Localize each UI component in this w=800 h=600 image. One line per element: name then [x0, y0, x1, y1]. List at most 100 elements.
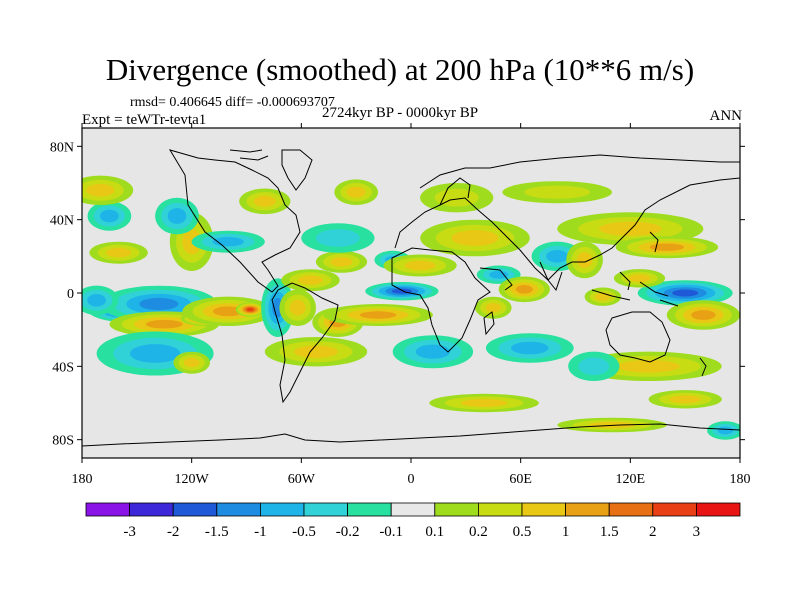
anomaly-cell — [239, 188, 291, 215]
anomaly-band — [253, 195, 276, 207]
anomaly-cell — [637, 280, 733, 306]
coast-greenland — [281, 149, 313, 191]
anomaly-cell — [383, 254, 457, 277]
anomaly-cell — [87, 201, 132, 231]
anomaly-band — [489, 270, 509, 279]
anomaly-band — [246, 307, 254, 312]
anomaly-cell — [613, 269, 666, 288]
colorbar-box — [477, 502, 523, 517]
x-tick-label: 180 — [72, 472, 93, 487]
anomaly-cell — [429, 393, 539, 413]
colorbar-box — [347, 502, 392, 517]
anomaly-band — [576, 252, 593, 268]
anomaly-cell — [498, 276, 550, 303]
colorbar-label: -2 — [167, 524, 180, 540]
anomaly-cell — [323, 304, 433, 326]
coast-madagascar — [483, 311, 495, 336]
colorbar-box — [608, 502, 654, 517]
colorbar-label: -1.5 — [205, 524, 229, 540]
colorbar-box — [434, 502, 479, 517]
colorbar-box — [521, 502, 566, 517]
colorbar-box — [172, 502, 218, 517]
coast-south-america — [271, 282, 339, 404]
y-tick-label: 40S — [52, 360, 74, 375]
x-tick-label: 120E — [616, 472, 646, 487]
anomaly-band — [524, 185, 591, 199]
colorbar-box — [652, 502, 697, 517]
anomaly-band — [130, 344, 181, 363]
anomaly-band — [330, 257, 353, 267]
colorbar-boxes: -3 -2 -1.5 -1 -0.5 -0.2 -0.1 0.1 0.2 0.5 1 1.5 2 3 — [85, 502, 741, 540]
anomaly-band — [717, 426, 734, 435]
chart-title: Divergence (smoothed) at 200 hPa (10**6 … — [105, 52, 695, 87]
colorbar-label: 1.5 — [600, 524, 619, 540]
coast-arabia-india — [479, 261, 563, 292]
x-tick-label: 180 — [730, 472, 751, 487]
anomaly-band — [404, 260, 436, 271]
anomaly-cell — [155, 197, 199, 235]
anomaly-band — [359, 311, 397, 319]
anomaly-band — [649, 243, 685, 251]
anomaly-contours — [82, 175, 740, 440]
anomaly-band — [628, 274, 651, 283]
coast-australia — [605, 311, 671, 363]
anomaly-band — [451, 230, 499, 246]
anomaly-cell — [279, 289, 317, 327]
colorbar-box — [696, 502, 741, 517]
anomaly-cell — [485, 333, 574, 363]
experiment-label: Expt = teWTr-tevta1 — [82, 112, 207, 128]
coast-scandinavia — [439, 177, 471, 206]
anomaly-cell — [264, 337, 368, 367]
colorbar-label: 3 — [693, 524, 701, 540]
anomaly-band — [146, 319, 183, 329]
anomaly-cell — [566, 241, 603, 279]
colorbar-box — [216, 502, 261, 517]
coast-arctic-islands — [229, 149, 269, 161]
anomaly-cell — [301, 223, 375, 253]
coast-north-america — [168, 149, 301, 293]
time-period-label: 2724kyr BP - 0000kyr BP — [322, 105, 479, 121]
coastlines — [82, 149, 740, 447]
anomaly-band — [139, 297, 179, 311]
colorbar-label: -0.5 — [292, 524, 316, 540]
x-tick-label: 60W — [288, 472, 316, 487]
anomaly-band — [86, 184, 115, 197]
rmsd-diff-stats: rmsd= 0.406645 diff= -0.000693707 — [130, 95, 335, 110]
anomaly-cell — [334, 179, 379, 205]
anomaly-band — [691, 310, 716, 320]
x-tick-label: 120W — [175, 472, 210, 487]
anomaly-band — [578, 357, 610, 376]
y-tick-label: 80N — [50, 140, 74, 155]
axis-ticks: 180 120W 60W 0 60E 120E 180 80N 40N 0 40S 80S — [50, 123, 751, 487]
anomaly-cell — [281, 269, 340, 292]
y-tick-label: 0 — [67, 287, 74, 302]
y-tick-label: 80S — [52, 434, 74, 449]
colorbar-box — [259, 502, 305, 517]
anomaly-cell — [235, 302, 265, 317]
coast-antarctica — [82, 423, 740, 447]
colorbar-label: -3 — [123, 524, 136, 540]
anomaly-band — [100, 209, 119, 223]
anomaly-cell — [109, 311, 220, 338]
anomaly-cell — [666, 300, 740, 330]
anomaly-band — [546, 249, 569, 263]
plot-area: 180 120W 60W 0 60E 120E 180 80N 40N 0 40S 80S — [50, 123, 751, 487]
colorbar-label: 0.2 — [469, 524, 488, 540]
anomaly-band — [298, 275, 323, 285]
colorbar-label: -1 — [254, 524, 267, 540]
colorbar-box — [565, 502, 610, 517]
anomaly-cell — [392, 335, 474, 369]
season-label: ANN — [709, 108, 743, 124]
anomaly-band — [599, 221, 662, 236]
colorbar-label: 2 — [649, 524, 657, 540]
anomaly-cell — [568, 351, 620, 381]
colorbar-box — [85, 502, 130, 517]
anomaly-cell — [82, 285, 119, 315]
coast-japan — [649, 231, 659, 253]
anomaly-band — [346, 186, 366, 198]
x-tick-label: 60E — [509, 472, 532, 487]
colorbar-label: -0.2 — [336, 524, 360, 540]
anomaly-band — [106, 248, 132, 258]
anomaly-band — [294, 345, 338, 359]
